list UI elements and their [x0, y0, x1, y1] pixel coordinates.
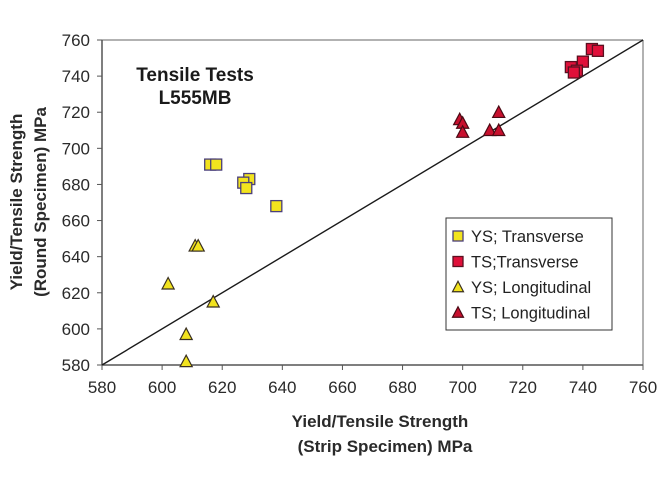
series-ys-longitudinal — [161, 238, 221, 368]
y-axis-title-line-2: (Round Specimen) MPa — [31, 107, 50, 297]
y-tick-label: 580 — [62, 356, 90, 375]
axis-ticks: 580 600 620 640 660 680 700 720 740 760 580 600 620 6… — [62, 31, 658, 397]
x-tick-label: 700 — [448, 378, 476, 397]
x-tick-label: 720 — [509, 378, 537, 397]
data-point — [455, 124, 470, 138]
x-axis-title-line-1: Yield/Tensile Strength — [292, 412, 469, 431]
data-point — [591, 44, 605, 57]
data-point — [210, 158, 223, 171]
chart-title-line-1: Tensile Tests — [136, 65, 254, 86]
x-tick-label: 580 — [88, 378, 116, 397]
legend-label: YS; Transverse — [471, 228, 584, 246]
data-point — [491, 104, 506, 119]
data-point — [491, 122, 506, 137]
legend-box — [445, 217, 613, 331]
legend-label: YS; Longitudinal — [471, 279, 591, 297]
legend-label: TS;Transverse — [471, 254, 579, 272]
data-point — [240, 181, 253, 195]
reference-line-layer — [101, 39, 644, 366]
x-tick-label: 600 — [148, 378, 176, 397]
x-tick-label: 660 — [328, 378, 356, 397]
y-tick-label: 740 — [62, 67, 90, 86]
x-tick-label: 740 — [569, 378, 597, 397]
legend-item: TS;Transverse — [452, 254, 579, 272]
data-point — [179, 326, 194, 341]
y-tick-label: 640 — [62, 248, 90, 267]
data-point — [482, 122, 497, 137]
legend-marker-triangle-icon — [451, 279, 465, 293]
legend-marker-square-icon — [452, 230, 464, 242]
legend: YS; Transverse TS;Transverse YS; Longitudi… — [445, 217, 613, 331]
y-tick-label: 660 — [62, 212, 90, 231]
data-point — [191, 238, 206, 252]
y-tick-label: 720 — [62, 103, 90, 122]
data-point — [206, 294, 221, 308]
y-tick-label: 760 — [62, 31, 90, 50]
legend-marker-square-icon — [452, 255, 464, 268]
x-tick-label: 640 — [268, 378, 296, 397]
data-point — [270, 199, 283, 213]
data-points — [161, 42, 605, 368]
series-ys-transverse — [204, 158, 283, 213]
plot-area — [101, 39, 644, 366]
y-axis-title-line-1: Yield/Tensile Strength — [7, 114, 26, 291]
x-axis-title-line-2: (Strip Specimen) MPa — [298, 437, 473, 456]
legend-item: YS; Longitudinal — [451, 279, 591, 297]
legend-item: YS; Transverse — [452, 228, 584, 246]
series-ts-transverse — [564, 42, 605, 79]
reference-line — [101, 39, 644, 366]
x-tick-label: 760 — [629, 378, 657, 397]
y-tick-label: 680 — [62, 175, 90, 194]
legend-marker-triangle-icon — [451, 305, 465, 318]
x-tick-label: 680 — [388, 378, 416, 397]
y-tick-label: 700 — [62, 139, 90, 158]
legend-label: TS; Longitudinal — [471, 305, 590, 323]
x-tick-label: 620 — [208, 378, 236, 397]
y-tick-label: 600 — [62, 320, 90, 339]
data-point — [567, 66, 581, 79]
y-tick-label: 620 — [62, 284, 90, 303]
chart-title-line-2: L555MB — [159, 88, 232, 109]
data-point — [161, 276, 176, 290]
data-point — [179, 353, 194, 368]
series-ts-longitudinal — [452, 104, 506, 138]
legend-item: TS; Longitudinal — [451, 305, 590, 323]
